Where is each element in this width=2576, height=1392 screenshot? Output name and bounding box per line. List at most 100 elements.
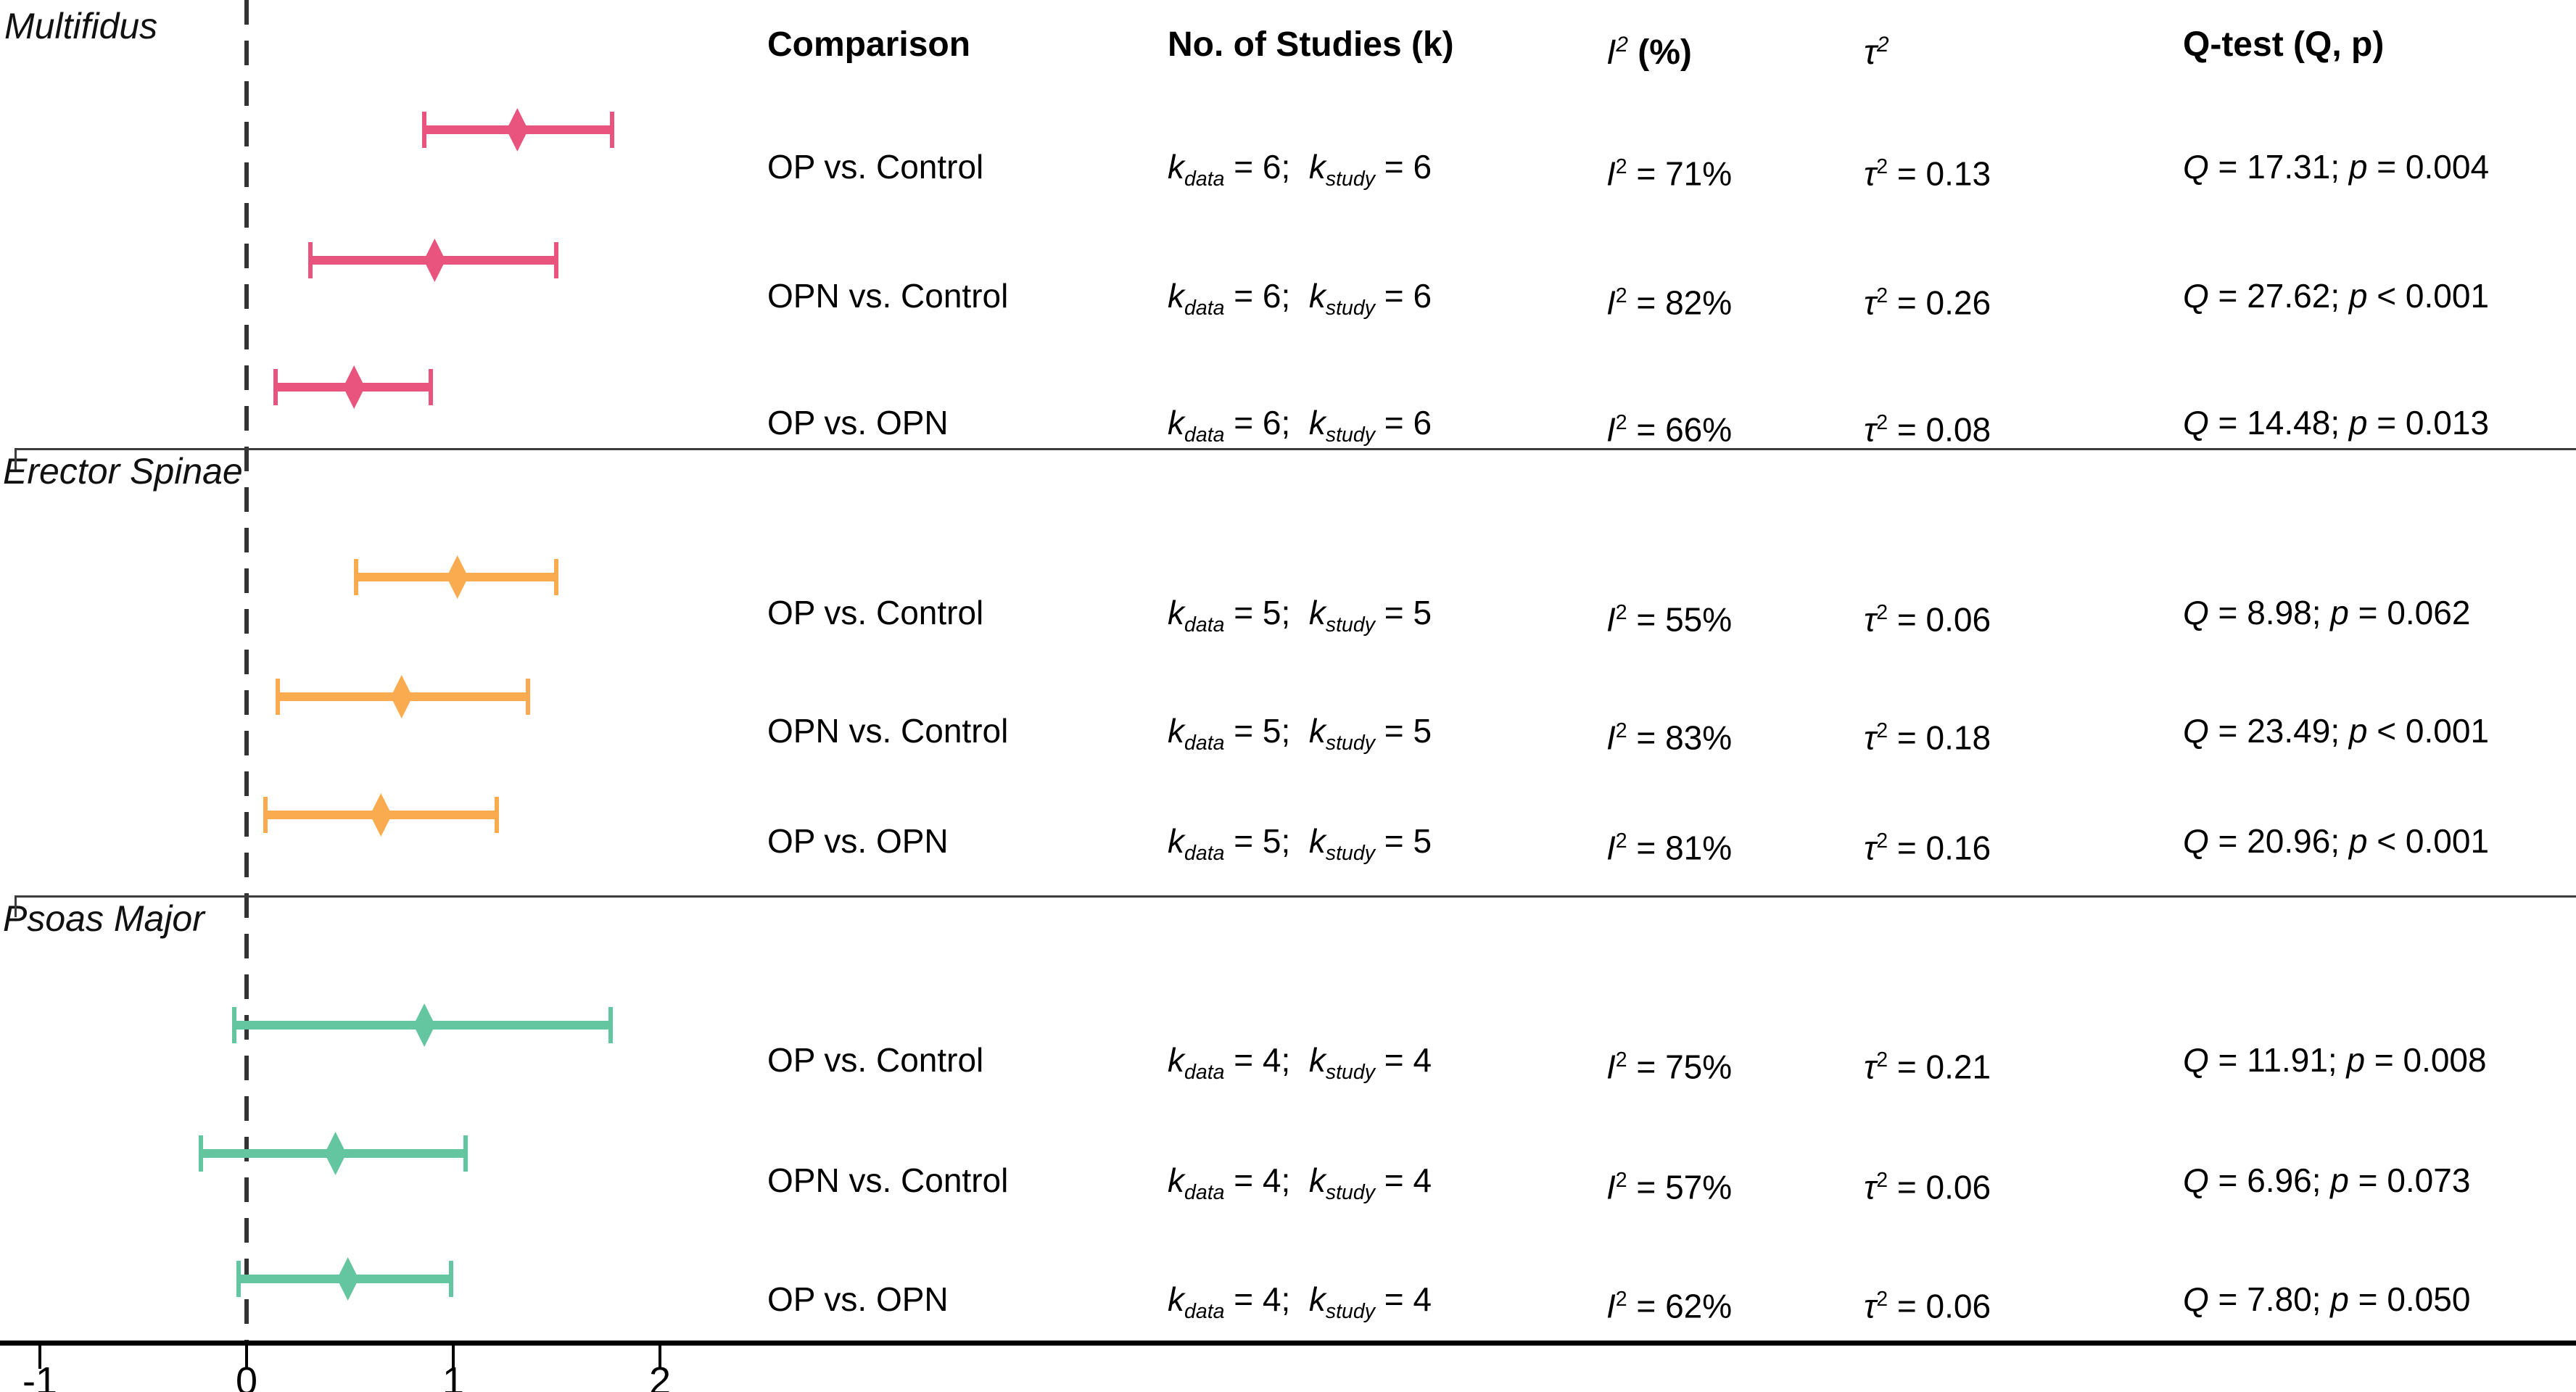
ci-bar-psoas-op-vs-opn xyxy=(236,1257,454,1301)
i-squared-cell: I2 = 71% xyxy=(1606,154,1733,193)
ci-cap-right xyxy=(463,1135,468,1172)
tau-squared-cell: τ2 = 0.13 xyxy=(1864,154,1991,193)
x-axis-line xyxy=(0,1341,2576,1346)
studies-cell: kdata = 6; kstudy = 6 xyxy=(1168,148,1432,191)
ci-cap-right xyxy=(610,112,615,148)
i-squared-cell: I2 = 62% xyxy=(1606,1287,1733,1325)
x-axis-tick xyxy=(659,1346,661,1369)
studies-cell: kdata = 4; kstudy = 4 xyxy=(1168,1041,1432,1085)
comparison-cell: OP vs. Control xyxy=(767,1041,984,1079)
q-test-cell: Q = 8.98; p = 0.062 xyxy=(2183,594,2471,631)
studies-cell: kdata = 6; kstudy = 6 xyxy=(1168,277,1432,320)
tau-squared-cell: τ2 = 0.26 xyxy=(1864,283,1991,322)
column-header-no-of-studies: No. of Studies (k) xyxy=(1168,25,1454,64)
ci-bar-psoas-op-vs-control xyxy=(231,1003,613,1047)
q-test-cell: Q = 23.49; p < 0.001 xyxy=(2183,712,2490,750)
comparison-cell: OP vs. Control xyxy=(767,148,984,186)
column-header-i-squared: I2 (%) xyxy=(1606,33,1692,72)
studies-cell: kdata = 6; kstudy = 6 xyxy=(1168,404,1432,447)
tau-squared-cell: τ2 = 0.08 xyxy=(1864,410,1991,449)
x-axis-tick xyxy=(245,1346,248,1369)
ci-cap-right xyxy=(608,1007,613,1043)
comparison-cell: OPN vs. Control xyxy=(767,1161,1009,1199)
comparison-cell: OP vs. OPN xyxy=(767,404,949,442)
section-label-multifidus: Multifidus xyxy=(4,6,158,46)
ci-bar-erector-op-vs-opn xyxy=(263,793,499,837)
ci-cap-left xyxy=(236,1261,241,1297)
ci-cap-left xyxy=(263,797,268,833)
section-divider-tick xyxy=(15,448,17,470)
diamond-marker xyxy=(506,108,529,152)
i-squared-cell: I2 = 66% xyxy=(1606,410,1733,449)
comparison-cell: OP vs. Control xyxy=(767,594,984,631)
q-test-cell: Q = 6.96; p = 0.073 xyxy=(2183,1161,2471,1199)
ci-cap-left xyxy=(354,559,359,595)
tau-squared-cell: τ2 = 0.06 xyxy=(1864,1287,1991,1325)
studies-cell: kdata = 4; kstudy = 4 xyxy=(1168,1161,1432,1205)
diamond-marker xyxy=(446,555,468,599)
diamond-marker xyxy=(370,793,392,837)
studies-cell: kdata = 5; kstudy = 5 xyxy=(1168,822,1432,866)
ci-bar-erector-opn-vs-control xyxy=(275,675,530,718)
section-label-psoas-major: Psoas Major xyxy=(3,898,205,939)
diamond-marker xyxy=(343,365,366,409)
tau-squared-cell: τ2 = 0.21 xyxy=(1864,1048,1991,1086)
ci-bar-multifidus-op-vs-opn xyxy=(273,365,433,409)
tau-squared-cell: τ2 = 0.16 xyxy=(1864,829,1991,867)
tau-squared-cell: τ2 = 0.06 xyxy=(1864,1168,1991,1206)
ci-cap-left xyxy=(308,242,313,278)
i-squared-cell: I2 = 83% xyxy=(1606,718,1733,757)
x-axis-tick xyxy=(38,1346,41,1369)
ci-cap-left xyxy=(231,1007,236,1043)
i-squared-cell: I2 = 57% xyxy=(1606,1168,1733,1206)
tau-squared-cell: τ2 = 0.06 xyxy=(1864,600,1991,639)
studies-cell: kdata = 5; kstudy = 5 xyxy=(1168,712,1432,755)
i-squared-cell: I2 = 55% xyxy=(1606,600,1733,639)
column-header-comparison: Comparison xyxy=(767,25,971,64)
section-label-erector-spinae: Erector Spinae xyxy=(3,451,243,492)
ci-bar-multifidus-opn-vs-control xyxy=(308,239,559,282)
ci-cap-left xyxy=(422,112,427,148)
ci-cap-right xyxy=(525,679,530,715)
q-test-cell: Q = 7.80; p = 0.050 xyxy=(2183,1280,2471,1318)
i-squared-cell: I2 = 75% xyxy=(1606,1048,1733,1086)
ci-bar-psoas-opn-vs-control xyxy=(199,1132,468,1175)
x-axis-tick-label: 2 xyxy=(648,1359,672,1392)
section-divider xyxy=(15,895,2576,898)
x-axis-tick-label: 1 xyxy=(442,1359,465,1392)
i-squared-cell: I2 = 82% xyxy=(1606,283,1733,322)
diamond-marker xyxy=(413,1003,436,1047)
diamond-marker xyxy=(337,1257,359,1301)
ci-bar-erector-op-vs-control xyxy=(354,555,559,599)
studies-cell: kdata = 5; kstudy = 5 xyxy=(1168,594,1432,637)
tau-squared-cell: τ2 = 0.18 xyxy=(1864,718,1991,757)
ci-cap-right xyxy=(494,797,499,833)
comparison-cell: OP vs. OPN xyxy=(767,822,949,860)
ci-cap-right xyxy=(428,369,433,405)
x-axis-tick-label: -1 xyxy=(22,1359,57,1392)
column-header-q-test: Q-test (Q, p) xyxy=(2183,25,2385,64)
x-axis-tick xyxy=(452,1346,455,1369)
ci-cap-right xyxy=(554,559,559,595)
q-test-cell: Q = 20.96; p < 0.001 xyxy=(2183,822,2490,860)
ci-cap-left xyxy=(199,1135,204,1172)
diamond-marker xyxy=(390,675,413,718)
ci-bar-multifidus-op-vs-control xyxy=(422,108,615,152)
zero-reference-line xyxy=(244,0,249,1341)
ci-cap-right xyxy=(449,1261,454,1297)
ci-cap-left xyxy=(275,679,280,715)
q-test-cell: Q = 27.62; p < 0.001 xyxy=(2183,277,2490,315)
x-axis-tick-label: 0 xyxy=(235,1359,258,1392)
ci-cap-left xyxy=(273,369,278,405)
q-test-cell: Q = 17.31; p = 0.004 xyxy=(2183,148,2490,186)
section-divider-tick xyxy=(15,895,17,917)
comparison-cell: OPN vs. Control xyxy=(767,712,1009,750)
studies-cell: kdata = 4; kstudy = 4 xyxy=(1168,1280,1432,1324)
q-test-cell: Q = 14.48; p = 0.013 xyxy=(2183,404,2490,442)
i-squared-cell: I2 = 81% xyxy=(1606,829,1733,867)
section-divider xyxy=(15,448,2576,450)
comparison-cell: OPN vs. Control xyxy=(767,277,1009,315)
comparison-cell: OP vs. OPN xyxy=(767,1280,949,1318)
ci-cap-right xyxy=(554,242,559,278)
